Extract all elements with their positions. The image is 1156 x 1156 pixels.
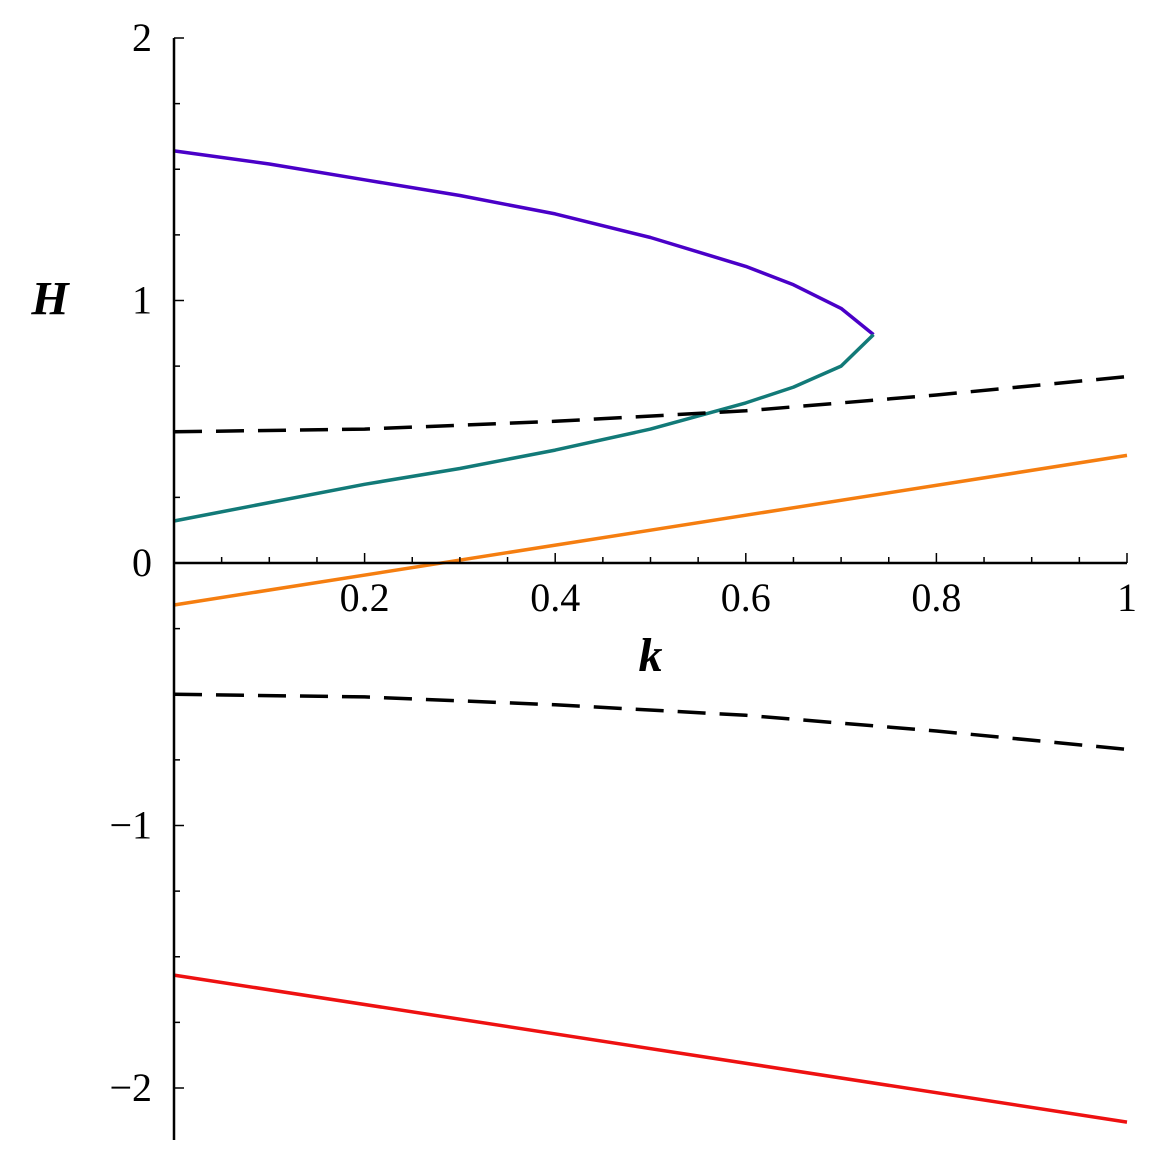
- y-tick-label: 2: [132, 15, 152, 60]
- x-tick-label: 0.8: [911, 575, 961, 620]
- x-tick-label: 0.4: [530, 575, 580, 620]
- y-tick-label: −1: [109, 803, 152, 848]
- y-tick-label: 0: [132, 540, 152, 585]
- y-tick-label: 1: [132, 278, 152, 323]
- series-layer: [173, 149, 1128, 1124]
- series-line-5: [173, 453, 1128, 607]
- y-tick-label: −2: [109, 1065, 152, 1110]
- series-line-3: [173, 374, 1128, 434]
- x-tick-label: 1: [1117, 575, 1137, 620]
- y-axis-title: H: [30, 273, 70, 326]
- series-line-2: [173, 333, 875, 523]
- x-ticks: 0.2 0.4 0.6 0.8 1: [220, 553, 1137, 620]
- x-axis-title: k: [639, 629, 663, 682]
- x-tick-label: 0.2: [340, 575, 390, 620]
- series-line-4: [173, 692, 1128, 752]
- y-ticks: 2 1 0 −1 −2: [109, 15, 184, 1110]
- x-tick-label: 0.6: [721, 575, 771, 620]
- series-line-6: [173, 973, 1128, 1124]
- axes-layer: 0.2 0.4 0.6 0.8 1 2 1 0 −1 −2: [109, 15, 1137, 1140]
- series-line-1: [173, 149, 875, 336]
